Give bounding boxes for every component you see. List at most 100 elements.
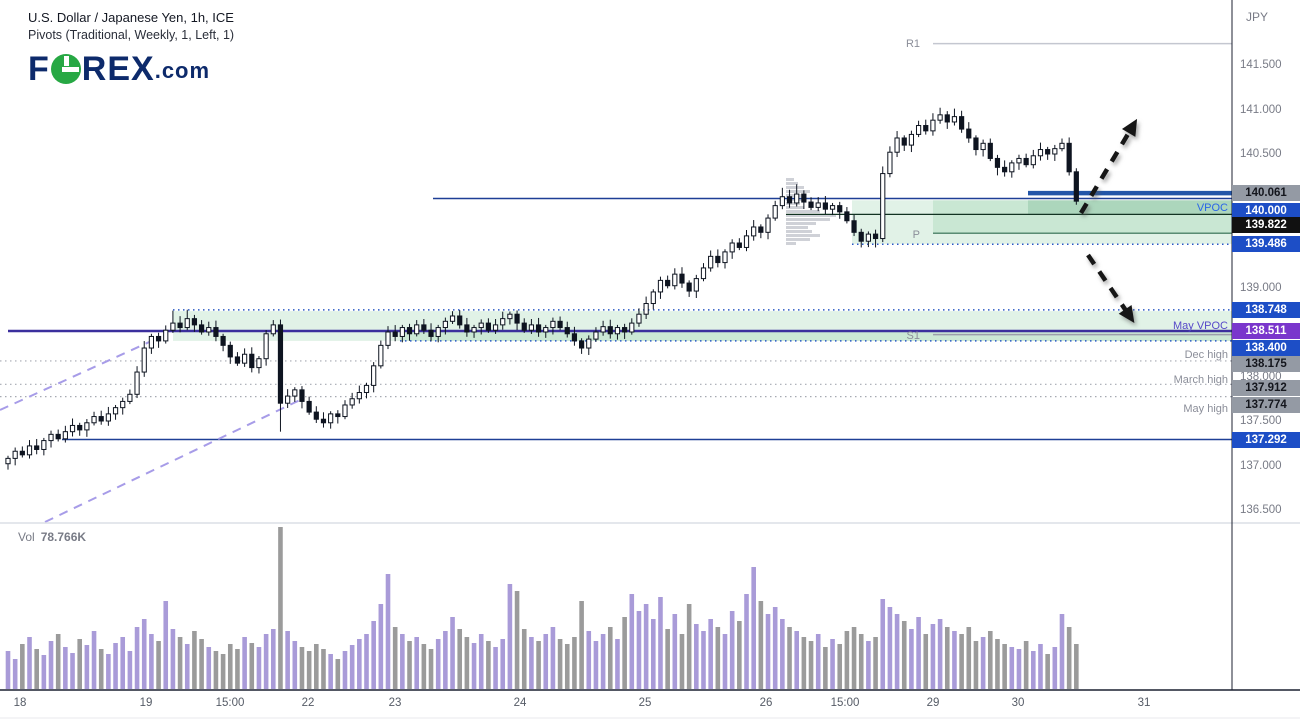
candle-body[interactable] [1073,171,1079,202]
volume-bar[interactable] [1016,649,1022,689]
volume-bar[interactable] [880,599,886,689]
volume-bar[interactable] [113,643,118,689]
candle-body[interactable] [844,211,850,222]
volume-bar[interactable] [758,601,764,689]
volume-bar[interactable] [629,594,635,689]
candle-body[interactable] [134,371,140,395]
candle-body[interactable] [715,255,721,264]
candle-body[interactable] [285,395,291,404]
candle-body[interactable] [163,329,169,342]
volume-bar[interactable] [206,647,212,689]
candle-body[interactable] [801,193,807,203]
volume-bar[interactable] [77,639,82,689]
candle-body[interactable] [306,400,312,413]
volume-bar[interactable] [1059,614,1065,689]
candle-body[interactable] [908,133,915,146]
candle-body[interactable] [729,242,735,253]
volume-bar[interactable] [665,629,670,689]
candle-body[interactable] [751,226,757,237]
volume-indicator-label[interactable]: Vol 78.766K [18,530,86,544]
candle-body[interactable] [829,205,836,210]
candle-body[interactable] [1009,162,1015,173]
volume-bar[interactable] [894,614,900,689]
candle-body[interactable] [1066,142,1072,173]
volume-bar[interactable] [722,634,728,689]
volume-bar[interactable] [349,645,355,689]
volume-bar[interactable] [830,639,835,689]
candle-body[interactable] [220,335,226,346]
candle-body[interactable] [794,193,800,204]
candle-body[interactable] [600,326,606,333]
candle-body[interactable] [535,324,542,333]
volume-bar[interactable] [500,639,506,689]
candle-body[interactable] [657,279,664,293]
candle-body[interactable] [779,196,785,207]
volume-bar[interactable] [156,641,161,689]
volume-bar[interactable] [428,649,434,689]
candle-body[interactable] [442,320,448,329]
volume-bar[interactable] [1045,654,1050,689]
volume-bar[interactable] [557,639,563,689]
volume-bar[interactable] [91,631,97,689]
candle-body[interactable] [198,324,205,333]
candle-body[interactable] [1059,142,1065,150]
candle-body[interactable] [12,450,18,459]
candle-body[interactable] [256,358,262,369]
volume-bar[interactable] [572,637,577,689]
volume-bar[interactable] [593,641,599,689]
volume-bar[interactable] [543,634,549,689]
volume-bar[interactable] [127,651,133,689]
candle-body[interactable] [478,322,484,329]
volume-bar[interactable] [622,617,627,689]
volume-bar[interactable] [184,644,190,689]
volume-bar[interactable] [457,629,463,689]
candle-body[interactable] [765,217,771,233]
candle-body[interactable] [98,416,104,422]
candle-body[interactable] [786,196,793,204]
candle-body[interactable] [399,327,405,337]
volume-bar[interactable] [70,653,75,689]
candle-body[interactable] [492,324,499,331]
candle-body[interactable] [693,278,699,292]
volume-bar[interactable] [335,659,341,689]
volume-bar[interactable] [263,634,269,689]
volume-bar[interactable] [823,647,828,689]
candle-body[interactable] [155,335,162,342]
candle-body[interactable] [1030,155,1036,166]
candle-body[interactable] [643,303,649,315]
volume-bar[interactable] [586,631,592,689]
candle-body[interactable] [901,137,907,146]
candle-body[interactable] [679,273,685,284]
volume-bar[interactable] [529,637,534,689]
candle-body[interactable] [579,340,585,349]
candle-body[interactable] [62,431,68,440]
volume-bar[interactable] [378,604,384,689]
volume-bar[interactable] [421,644,427,689]
candle-body[interactable] [815,202,821,208]
candle-body[interactable] [206,327,212,333]
candle-body[interactable] [514,313,520,324]
volume-bar[interactable] [170,629,176,689]
volume-bar[interactable] [923,634,929,689]
volume-bar[interactable] [973,641,979,689]
candle-body[interactable] [1023,157,1029,166]
volume-bar[interactable] [844,631,850,689]
candle-body[interactable] [622,327,628,333]
candle-body[interactable] [392,331,398,337]
volume-bar[interactable] [658,597,663,689]
volume-bar[interactable] [744,594,749,689]
candle-body[interactable] [34,445,40,450]
volume-bar[interactable] [887,607,893,689]
volume-bar[interactable] [794,631,799,689]
volume-bar[interactable] [1066,627,1072,689]
candle-body[interactable] [528,324,535,331]
volume-bar[interactable] [414,637,419,689]
volume-bar[interactable] [84,645,90,689]
candle-body[interactable] [507,313,513,320]
candle-body[interactable] [292,389,298,397]
candle-body[interactable] [342,404,348,418]
candle-body[interactable] [48,433,54,442]
candle-body[interactable] [959,116,965,130]
volume-bar[interactable] [987,631,993,689]
candle-body[interactable] [607,326,613,335]
